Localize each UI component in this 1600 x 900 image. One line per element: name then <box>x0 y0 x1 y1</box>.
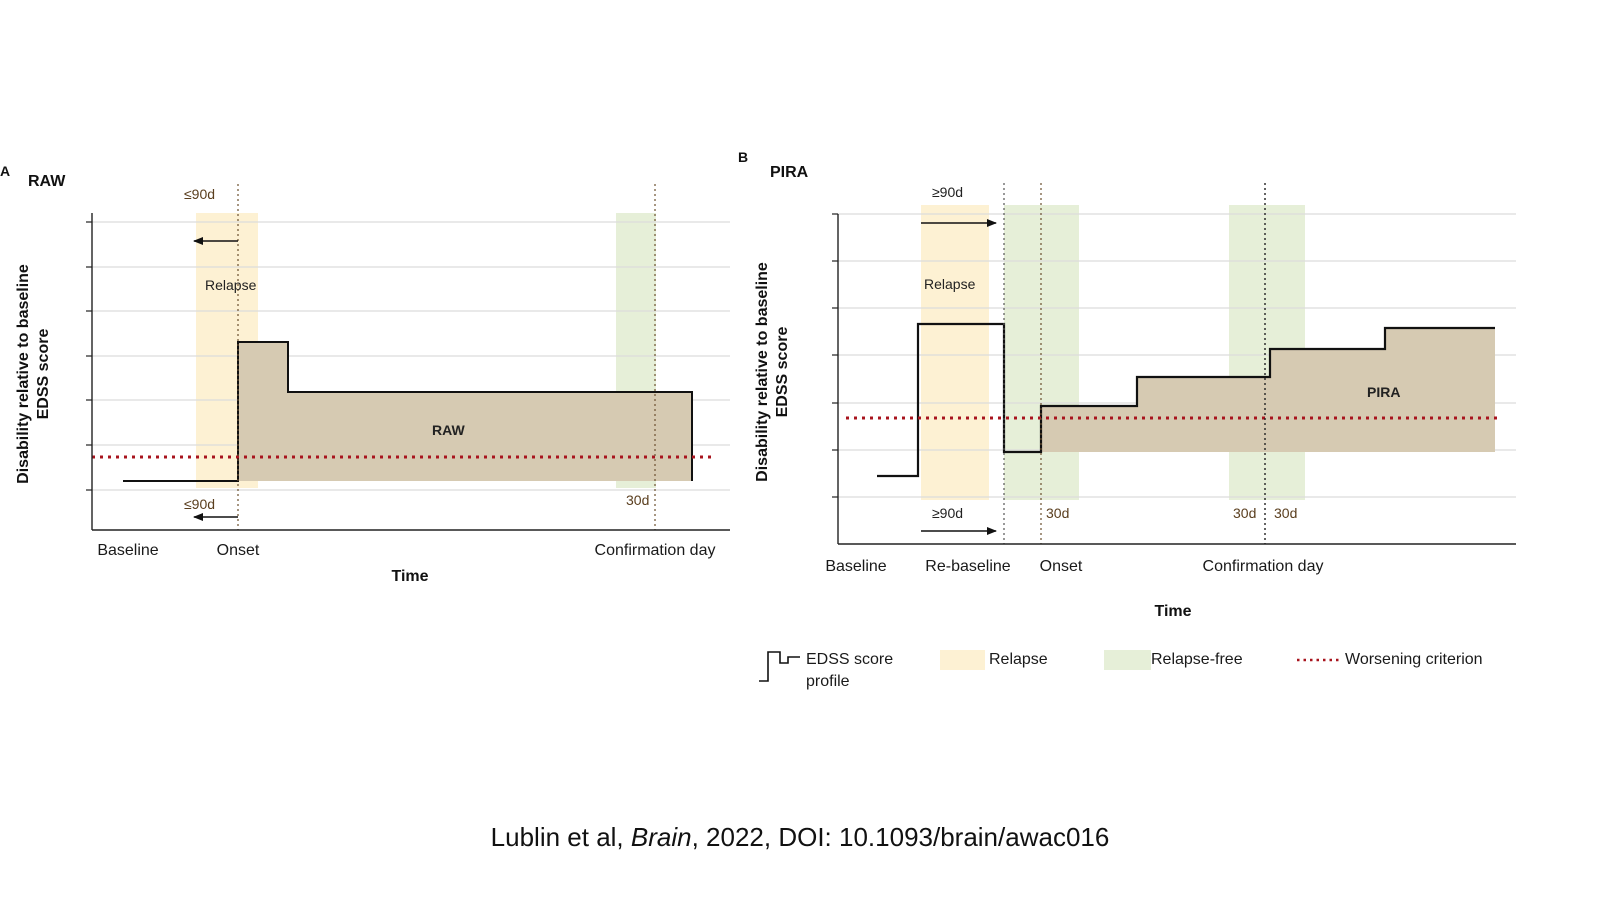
panel-b-pira-area-label: PIRA <box>1367 384 1400 400</box>
panel-b-relapse-region <box>921 205 989 500</box>
panel-a-title: RAW <box>28 173 66 190</box>
panel-a-y-axis-title-line1: Disability relative to baseline <box>15 264 32 484</box>
panel-b-letter: B <box>738 149 748 165</box>
panel-b-edss-profile <box>877 322 1495 478</box>
panel-a: A RAW <box>0 163 730 585</box>
panel-a-axis-ticks <box>86 221 92 491</box>
panel-b-tick-onset: Onset <box>1040 558 1083 575</box>
panel-a-relapse-label: Relapse <box>205 277 257 293</box>
citation-journal: Brain <box>630 822 692 852</box>
panel-a-raw-area <box>238 342 692 481</box>
panel-b-title: PIRA <box>770 164 809 181</box>
legend-edss-label-line2: profile <box>806 673 850 690</box>
panel-b-axis-ticks <box>832 213 838 498</box>
panel-b-confirmation-before-label: 30d <box>1233 505 1256 521</box>
legend-relapse-free-label: Relapse-free <box>1151 651 1243 668</box>
legend-relapse-free-swatch <box>1104 650 1151 670</box>
panel-a-tick-baseline: Baseline <box>97 542 158 559</box>
panel-b-x-axis-title: Time <box>1154 603 1191 620</box>
panel-b-pira-area <box>1041 328 1495 452</box>
citation-authors: Lublin et al, <box>490 822 631 852</box>
panel-b-y-axis-title-line2: EDSS score <box>774 327 791 418</box>
panel-a-y-axis-title-line2: EDSS score <box>35 329 52 420</box>
panel-b-y-axis-title-line1: Disability relative to baseline <box>754 262 771 482</box>
legend-relapse-label: Relapse <box>989 651 1048 668</box>
panel-b-onset-window-label: 30d <box>1046 505 1069 521</box>
panel-b-tick-confirmation: Confirmation day <box>1203 558 1324 575</box>
panel-a-tick-confirmation: Confirmation day <box>595 542 716 559</box>
legend-worsening-label: Worsening criterion <box>1345 651 1483 668</box>
panel-a-raw-area-label: RAW <box>432 422 465 438</box>
panel-b: B PIRA <box>738 149 1516 620</box>
panel-b-confirmation-after-label: 30d <box>1274 505 1297 521</box>
citation-details: , 2022, DOI: 10.1093/brain/awac016 <box>691 822 1110 852</box>
panel-b-window-bottom-label: ≥90d <box>932 505 963 521</box>
legend-relapse-swatch <box>940 650 985 670</box>
panel-a-tick-onset: Onset <box>217 542 260 559</box>
legend: EDSS score profile Relapse Relapse-free … <box>759 650 1483 690</box>
panel-b-y-axis-title: Disability relative to baseline EDSS sco… <box>754 262 791 482</box>
panel-a-window-bottom-label: ≤90d <box>184 496 215 512</box>
panel-a-x-axis-title: Time <box>391 568 428 585</box>
panel-a-window-top-label: ≤90d <box>184 186 215 202</box>
citation: Lublin et al, Brain, 2022, DOI: 10.1093/… <box>0 822 1600 853</box>
legend-edss-profile-icon <box>759 651 800 682</box>
panel-a-letter: A <box>0 163 10 179</box>
panel-b-tick-rebaseline: Re-baseline <box>925 558 1010 575</box>
legend-edss-label-line1: EDSS score <box>806 651 893 668</box>
panel-b-window-top-label: ≥90d <box>932 184 963 200</box>
panel-b-tick-baseline: Baseline <box>825 558 886 575</box>
panel-a-confirmation-window-label: 30d <box>626 492 649 508</box>
panel-a-y-axis-title: Disability relative to baseline EDSS sco… <box>15 264 52 484</box>
panel-b-relapse-label: Relapse <box>924 276 976 292</box>
